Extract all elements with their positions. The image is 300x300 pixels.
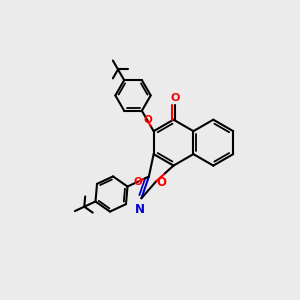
Text: O: O <box>133 177 142 187</box>
Text: O: O <box>143 116 152 125</box>
Text: N: N <box>135 203 145 216</box>
Text: O: O <box>157 176 167 189</box>
Text: O: O <box>170 94 179 103</box>
